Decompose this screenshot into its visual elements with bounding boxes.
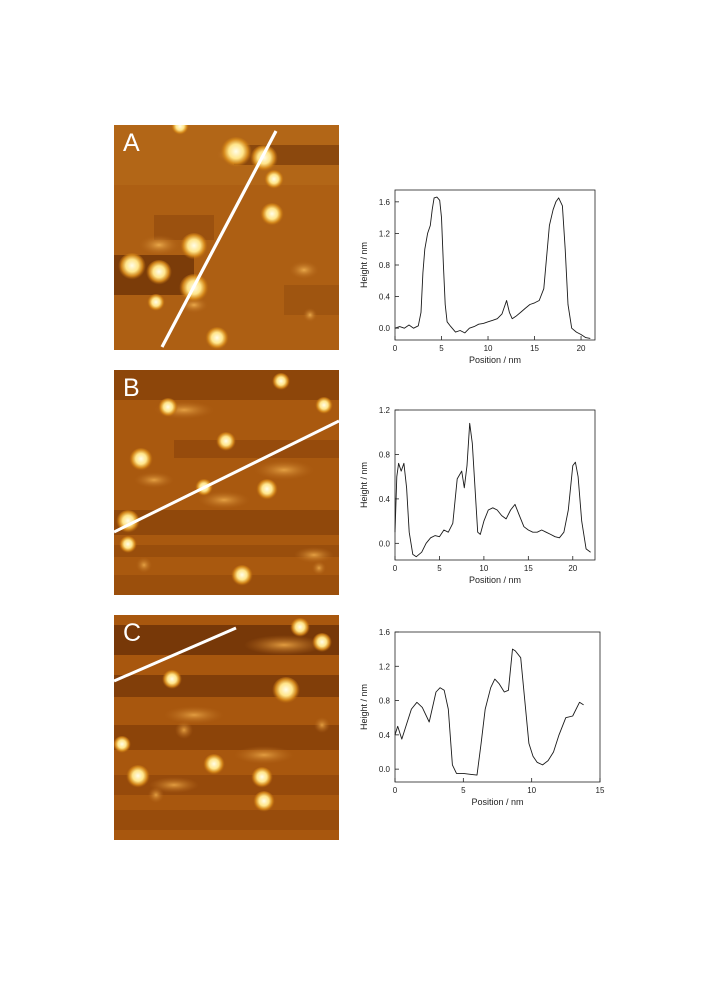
x-tick-label: 10 [479, 564, 488, 573]
height-profile-chart-a: 0 5 10 15 20 0.0 0.4 0.8 1.2 1.6 Position / nm Heig… [355, 180, 605, 375]
y-tick-label: 0.8 [379, 450, 391, 459]
y-tick-label: 0.4 [379, 495, 391, 504]
x-tick-label: 5 [461, 786, 466, 795]
x-tick-label: 5 [439, 344, 444, 353]
afm-image-b: B [114, 370, 339, 595]
height-profile-chart-b: 0 5 10 15 20 0.0 0.4 0.8 1.2 Position / nm Height … [355, 400, 605, 595]
x-tick-label: 5 [437, 564, 442, 573]
y-tick-label: 0.4 [379, 293, 391, 302]
x-tick-label: 10 [527, 786, 536, 795]
y-tick-label: 0.0 [379, 324, 391, 333]
x-tick-label: 20 [568, 564, 577, 573]
plot-frame [394, 409, 596, 561]
profile-line-c [114, 626, 237, 683]
y-tick-label: 0.4 [379, 731, 391, 740]
y-tick-label: 1.2 [379, 229, 391, 238]
y-axis-label: Height / nm [359, 462, 369, 508]
y-tick-label: 1.2 [379, 406, 391, 415]
x-axis-label: Position / nm [469, 355, 521, 365]
plot-frame [394, 631, 601, 783]
x-tick-label: 0 [393, 786, 398, 795]
height-profile-line [394, 648, 584, 776]
profile-line-b [114, 419, 339, 534]
height-profile-chart-c: 0 5 10 15 0.0 0.4 0.8 1.2 1.6 Position / nm Height… [355, 622, 615, 817]
profile-line-a [160, 130, 278, 348]
plot-frame [394, 189, 596, 341]
panel-letter-c: C [123, 619, 142, 647]
y-axis-label: Height / nm [359, 684, 369, 730]
x-tick-label: 0 [393, 564, 398, 573]
height-profile-line [394, 422, 591, 558]
afm-image-c: C [114, 615, 339, 840]
y-tick-label: 1.2 [379, 662, 391, 671]
y-tick-label: 0.0 [379, 765, 391, 774]
x-tick-label: 15 [524, 564, 533, 573]
x-tick-label: 15 [530, 344, 539, 353]
y-axis-label: Height / nm [359, 242, 369, 288]
afm-image-a: A [114, 125, 339, 350]
y-tick-label: 1.6 [379, 198, 391, 207]
x-tick-label: 10 [484, 344, 493, 353]
panel-letter-a: A [123, 129, 140, 157]
y-tick-label: 0.8 [379, 697, 391, 706]
y-tick-label: 1.6 [379, 628, 391, 637]
y-tick-label: 0.8 [379, 261, 391, 270]
x-tick-label: 20 [577, 344, 586, 353]
x-tick-label: 15 [596, 786, 605, 795]
x-axis-label: Position / nm [471, 797, 523, 807]
x-tick-label: 0 [393, 344, 398, 353]
height-profile-line [394, 196, 591, 339]
y-tick-label: 0.0 [379, 539, 391, 548]
panel-letter-b: B [123, 374, 140, 402]
x-axis-label: Position / nm [469, 575, 521, 585]
